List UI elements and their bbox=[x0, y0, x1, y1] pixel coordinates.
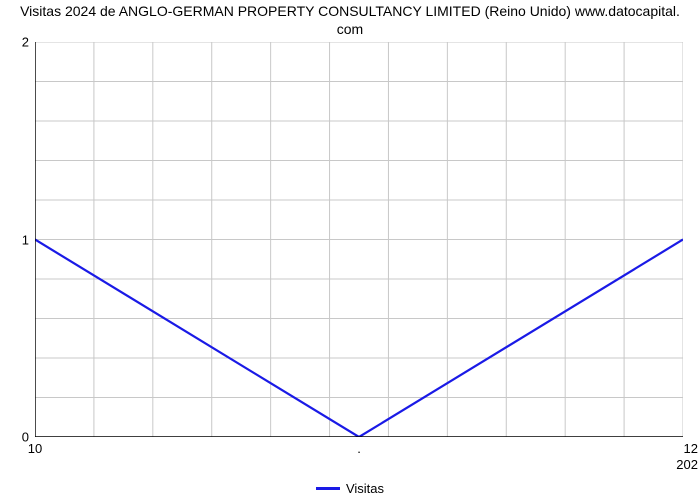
legend: Visitas bbox=[0, 481, 700, 496]
x-minor-label-middle: . bbox=[357, 441, 361, 456]
chart-svg bbox=[35, 42, 683, 437]
x-tick-label-10: 10 bbox=[28, 441, 42, 456]
x-tick-label-12: 12 bbox=[684, 441, 698, 456]
y-tick-label-1: 1 bbox=[22, 232, 29, 247]
chart-title: Visitas 2024 de ANGLO-GERMAN PROPERTY CO… bbox=[0, 2, 700, 38]
legend-swatch bbox=[316, 487, 340, 490]
plot-area bbox=[35, 42, 683, 437]
legend-label: Visitas bbox=[346, 481, 384, 496]
chart-title-line1: Visitas 2024 de ANGLO-GERMAN PROPERTY CO… bbox=[20, 3, 680, 19]
chart-container: Visitas 2024 de ANGLO-GERMAN PROPERTY CO… bbox=[0, 0, 700, 500]
y-tick-label-2: 2 bbox=[22, 35, 29, 50]
chart-title-line2: com bbox=[337, 21, 363, 37]
x-secondary-label-202: 202 bbox=[676, 457, 698, 472]
